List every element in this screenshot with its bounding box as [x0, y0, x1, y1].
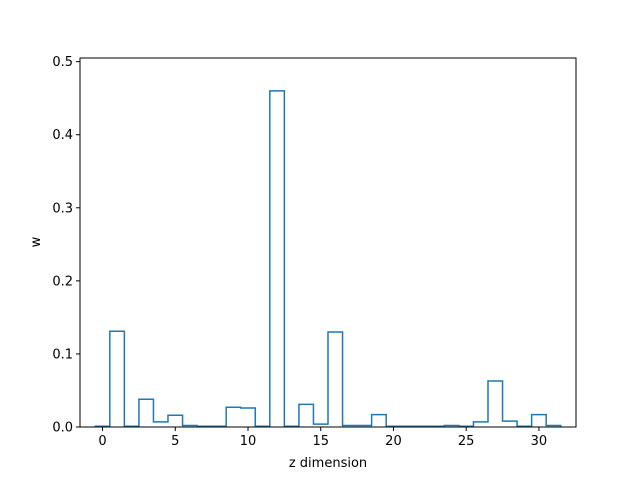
y-axis-label: w [29, 236, 44, 247]
x-tick-label: 25 [458, 434, 475, 449]
x-axis: 0 5 10 15 20 25 30 [98, 427, 547, 449]
x-tick-label: 15 [312, 434, 329, 449]
y-tick-label: 0.3 [52, 201, 73, 216]
x-tick-label: 0 [98, 434, 106, 449]
y-axis: 0.0 0.1 0.2 0.3 0.4 0.5 [52, 55, 80, 436]
x-tick-label: 20 [385, 434, 402, 449]
series-step-line [94, 90, 562, 428]
plot-area [94, 90, 562, 428]
axes-frame [79, 57, 577, 428]
x-tick-label: 30 [531, 434, 548, 449]
y-tick-label: 0.4 [52, 128, 73, 143]
x-tick-label: 5 [171, 434, 179, 449]
x-tick-label: 10 [240, 434, 257, 449]
y-tick-label: 0.0 [52, 421, 73, 436]
x-axis-label: z dimension [289, 456, 367, 471]
y-tick-label: 0.5 [52, 55, 73, 70]
y-tick-label: 0.1 [52, 347, 73, 362]
y-tick-label: 0.2 [52, 274, 73, 289]
